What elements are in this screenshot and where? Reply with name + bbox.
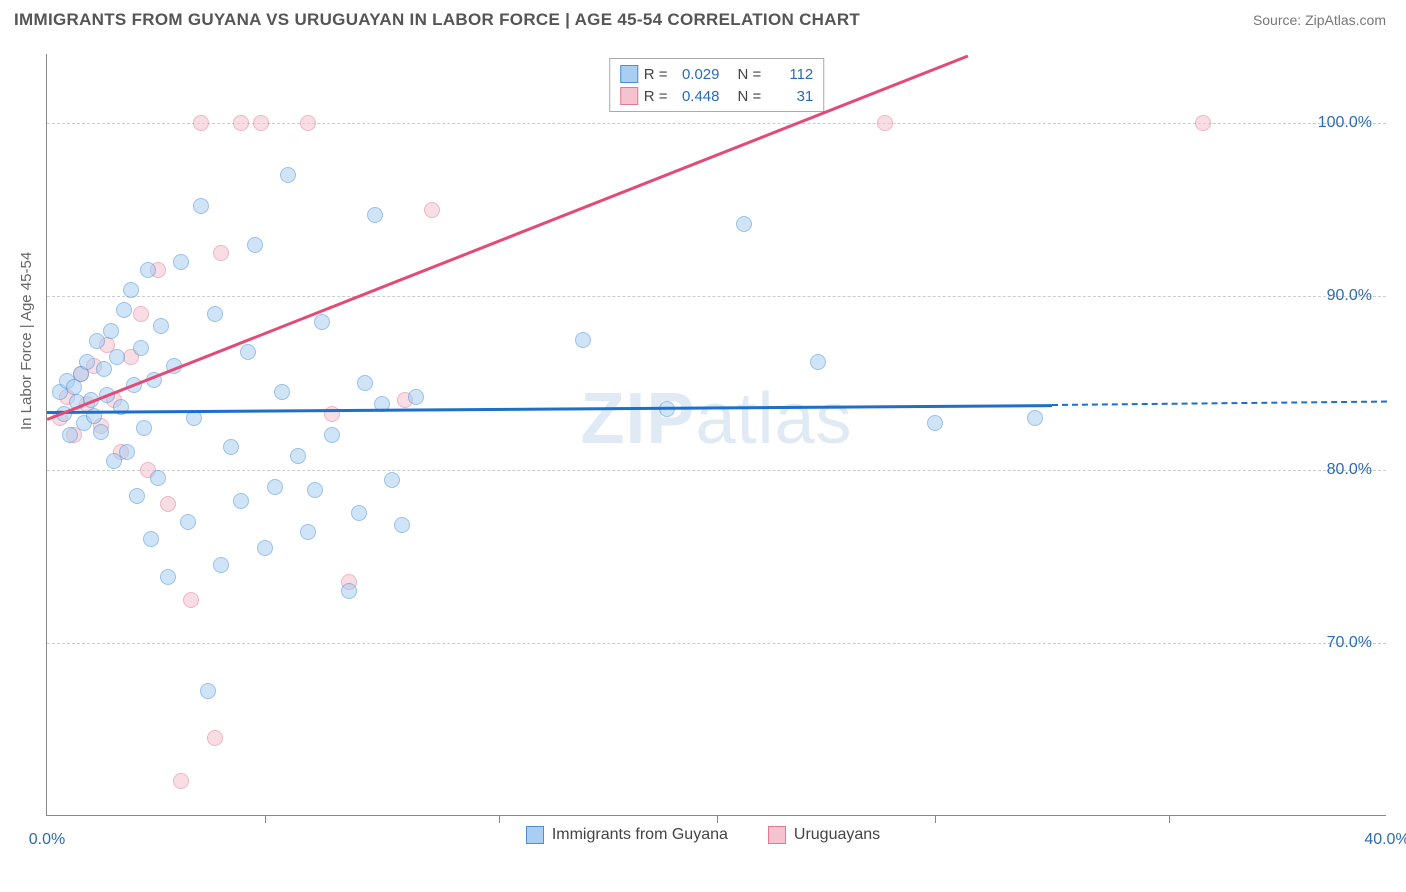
data-point — [160, 569, 176, 585]
data-point — [394, 517, 410, 533]
data-point — [213, 245, 229, 261]
chart-title: IMMIGRANTS FROM GUYANA VS URUGUAYAN IN L… — [14, 10, 860, 30]
gridline — [47, 643, 1386, 644]
trend-line — [47, 54, 969, 420]
legend-swatch — [768, 826, 786, 844]
legend-swatch — [620, 87, 638, 105]
legend-row: R = 0.029 N = 112 — [620, 63, 814, 85]
y-tick-label: 80.0% — [1327, 461, 1372, 479]
y-tick-label: 90.0% — [1327, 287, 1372, 305]
data-point — [119, 444, 135, 460]
data-point — [89, 333, 105, 349]
x-tick — [1169, 815, 1170, 823]
data-point — [274, 384, 290, 400]
trend-line — [47, 404, 1052, 413]
data-point — [927, 415, 943, 431]
legend-row: R = 0.448 N = 31 — [620, 85, 814, 107]
data-point — [103, 323, 119, 339]
data-point — [123, 282, 139, 298]
data-point — [314, 314, 330, 330]
legend-swatch — [620, 65, 638, 83]
data-point — [384, 472, 400, 488]
data-point — [96, 361, 112, 377]
data-point — [253, 115, 269, 131]
series-legend: Immigrants from Guyana Uruguayans — [0, 826, 1406, 844]
data-point — [233, 115, 249, 131]
data-point — [173, 773, 189, 789]
y-axis-label: In Labor Force | Age 45-54 — [18, 252, 35, 430]
gridline — [47, 296, 1386, 297]
data-point — [193, 198, 209, 214]
y-tick-label: 70.0% — [1327, 634, 1372, 652]
data-point — [367, 207, 383, 223]
data-point — [133, 340, 149, 356]
data-point — [877, 115, 893, 131]
data-point — [207, 306, 223, 322]
data-point — [200, 683, 216, 699]
data-point — [810, 354, 826, 370]
data-point — [207, 730, 223, 746]
legend-item: Immigrants from Guyana — [526, 826, 728, 844]
data-point — [116, 302, 132, 318]
plot-area: ZIPatlas R = 0.029 N = 112 R = 0.448 N =… — [46, 54, 1386, 816]
data-point — [1195, 115, 1211, 131]
data-point — [324, 427, 340, 443]
data-point — [180, 514, 196, 530]
watermark: ZIPatlas — [580, 378, 852, 460]
correlation-legend: R = 0.029 N = 112 R = 0.448 N = 31 — [609, 58, 825, 112]
gridline — [47, 470, 1386, 471]
data-point — [307, 482, 323, 498]
x-tick — [499, 815, 500, 823]
data-point — [300, 115, 316, 131]
data-point — [300, 524, 316, 540]
data-point — [280, 167, 296, 183]
data-point — [150, 470, 166, 486]
data-point — [267, 479, 283, 495]
y-tick-label: 100.0% — [1318, 114, 1372, 132]
data-point — [290, 448, 306, 464]
legend-swatch — [526, 826, 544, 844]
data-point — [341, 583, 357, 599]
x-tick — [265, 815, 266, 823]
data-point — [193, 115, 209, 131]
data-point — [133, 306, 149, 322]
data-point — [62, 427, 78, 443]
data-point — [424, 202, 440, 218]
data-point — [247, 237, 263, 253]
legend-item: Uruguayans — [768, 826, 880, 844]
data-point — [109, 349, 125, 365]
data-point — [575, 332, 591, 348]
source-attribution: Source: ZipAtlas.com — [1253, 12, 1386, 28]
data-point — [79, 354, 95, 370]
x-tick — [717, 815, 718, 823]
data-point — [173, 254, 189, 270]
data-point — [736, 216, 752, 232]
data-point — [223, 439, 239, 455]
data-point — [136, 420, 152, 436]
x-tick — [935, 815, 936, 823]
data-point — [213, 557, 229, 573]
data-point — [351, 505, 367, 521]
data-point — [143, 531, 159, 547]
trend-line-extrapolated — [1052, 400, 1387, 405]
data-point — [1027, 410, 1043, 426]
data-point — [233, 493, 249, 509]
data-point — [408, 389, 424, 405]
data-point — [93, 424, 109, 440]
data-point — [257, 540, 273, 556]
data-point — [160, 496, 176, 512]
data-point — [240, 344, 256, 360]
data-point — [183, 592, 199, 608]
data-point — [129, 488, 145, 504]
data-point — [140, 262, 156, 278]
data-point — [357, 375, 373, 391]
data-point — [153, 318, 169, 334]
